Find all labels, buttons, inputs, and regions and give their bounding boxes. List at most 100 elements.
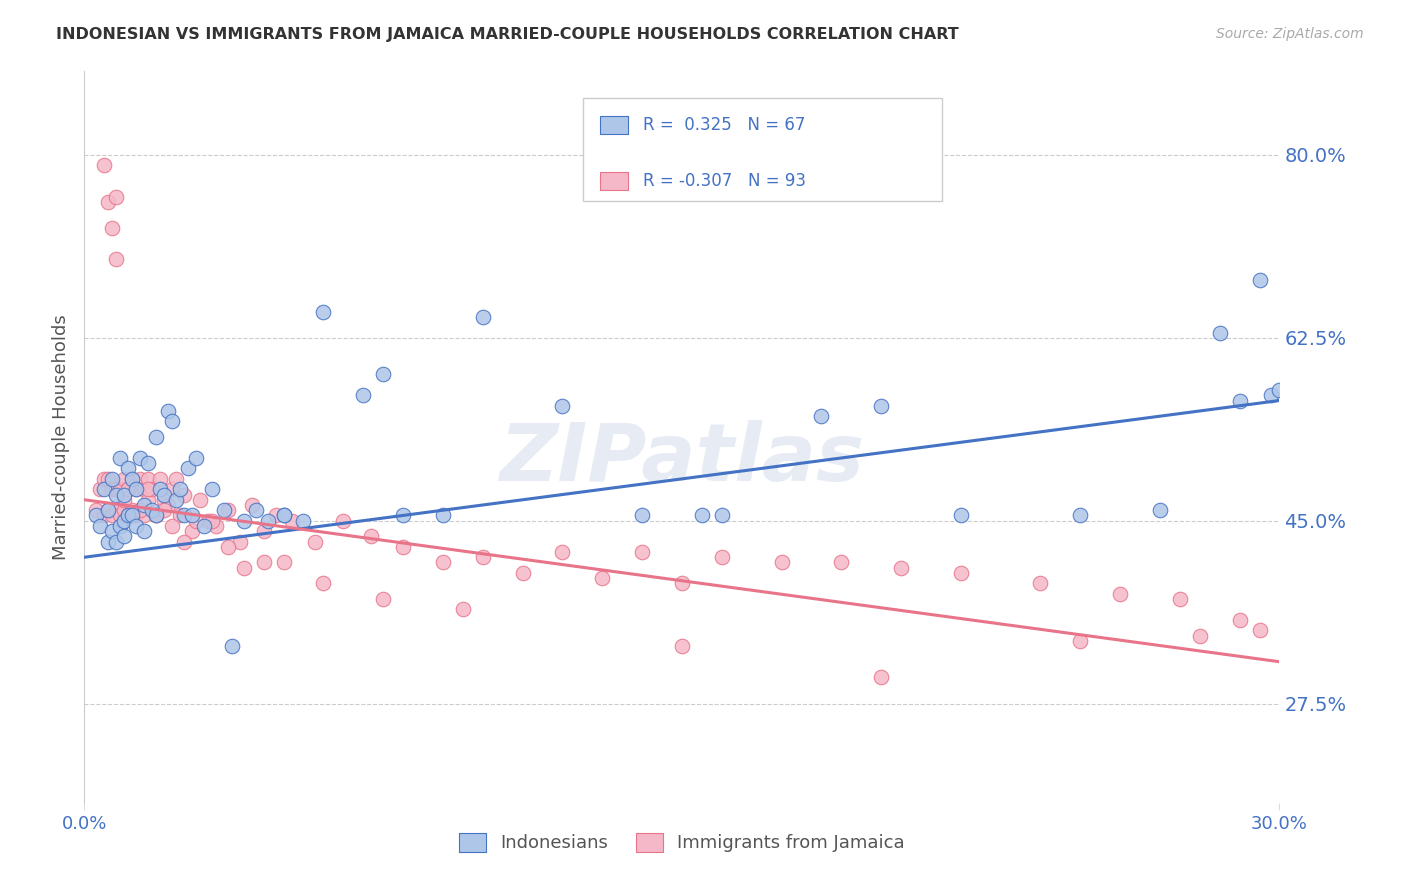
Point	[1069, 508, 1091, 523]
Text: Source: ZipAtlas.com: Source: ZipAtlas.com	[1216, 27, 1364, 41]
Point	[86, 503, 108, 517]
Point	[112, 514, 135, 528]
Point	[97, 503, 120, 517]
Point	[273, 556, 295, 570]
Point	[870, 670, 893, 684]
Point	[184, 514, 207, 528]
Point	[451, 602, 474, 616]
Point	[201, 483, 224, 497]
Legend: Indonesians, Immigrants from Jamaica: Indonesians, Immigrants from Jamaica	[451, 826, 912, 860]
Point	[101, 524, 124, 538]
Point	[117, 483, 139, 497]
Y-axis label: Married-couple Households: Married-couple Households	[52, 314, 70, 560]
Point	[471, 550, 494, 565]
Text: ZIPatlas: ZIPatlas	[499, 420, 865, 498]
Point	[273, 508, 295, 523]
Point	[264, 508, 287, 523]
Point	[105, 534, 128, 549]
Point	[117, 483, 139, 497]
Point	[136, 483, 159, 497]
Point	[160, 483, 183, 497]
Point	[110, 450, 132, 465]
Point	[121, 503, 143, 517]
Text: INDONESIAN VS IMMIGRANTS FROM JAMAICA MARRIED-COUPLE HOUSEHOLDS CORRELATION CHAR: INDONESIAN VS IMMIGRANTS FROM JAMAICA MA…	[56, 27, 959, 42]
Point	[949, 566, 972, 580]
Point	[631, 508, 654, 523]
Point	[141, 503, 163, 517]
Point	[830, 556, 852, 570]
Point	[1149, 503, 1171, 517]
Point	[181, 508, 204, 523]
Point	[97, 194, 120, 209]
Point	[671, 639, 693, 653]
Point	[153, 487, 176, 501]
Point	[105, 190, 128, 204]
Point	[105, 487, 128, 501]
Point	[136, 472, 159, 486]
Point	[132, 483, 156, 497]
Point	[432, 556, 454, 570]
Point	[217, 540, 239, 554]
Point	[97, 503, 120, 517]
Point	[432, 508, 454, 523]
Point	[1109, 587, 1132, 601]
Point	[112, 492, 135, 507]
Point	[1249, 273, 1271, 287]
Point	[121, 472, 143, 486]
Point	[253, 524, 276, 538]
Point	[145, 430, 167, 444]
Point	[352, 388, 374, 402]
Point	[1268, 383, 1291, 397]
Point	[101, 508, 124, 523]
Point	[149, 472, 172, 486]
Point	[551, 545, 574, 559]
Point	[177, 461, 200, 475]
Point	[93, 508, 115, 523]
Point	[149, 483, 172, 497]
Point	[1229, 393, 1251, 408]
Point	[292, 514, 315, 528]
Point	[360, 529, 382, 543]
Point	[110, 508, 132, 523]
Point	[312, 576, 335, 591]
Point	[105, 483, 128, 497]
Point	[89, 519, 111, 533]
Point	[105, 252, 128, 267]
Point	[132, 508, 156, 523]
Point	[132, 498, 156, 512]
Point	[153, 503, 176, 517]
Point	[710, 550, 733, 565]
Point	[169, 483, 191, 497]
Point	[1168, 592, 1191, 607]
Point	[125, 508, 148, 523]
Point	[1229, 613, 1251, 627]
Point	[181, 524, 204, 538]
Point	[591, 571, 613, 585]
Point	[93, 483, 115, 497]
Point	[870, 399, 893, 413]
Point	[229, 534, 252, 549]
Point	[173, 487, 195, 501]
Point	[221, 639, 243, 653]
Point	[117, 508, 139, 523]
Point	[129, 503, 152, 517]
Point	[93, 472, 115, 486]
Point	[157, 404, 180, 418]
Point	[157, 498, 180, 512]
Point	[121, 508, 143, 523]
Point	[201, 514, 224, 528]
Text: R = -0.307   N = 93: R = -0.307 N = 93	[643, 172, 806, 190]
Point	[949, 508, 972, 523]
Point	[136, 456, 159, 470]
Point	[117, 508, 139, 523]
Point	[117, 461, 139, 475]
Point	[671, 576, 693, 591]
Point	[160, 414, 183, 428]
Point	[551, 399, 574, 413]
Point	[97, 534, 120, 549]
Point	[373, 592, 395, 607]
Point	[188, 492, 211, 507]
Point	[1249, 624, 1271, 638]
Point	[197, 514, 219, 528]
Point	[193, 519, 215, 533]
